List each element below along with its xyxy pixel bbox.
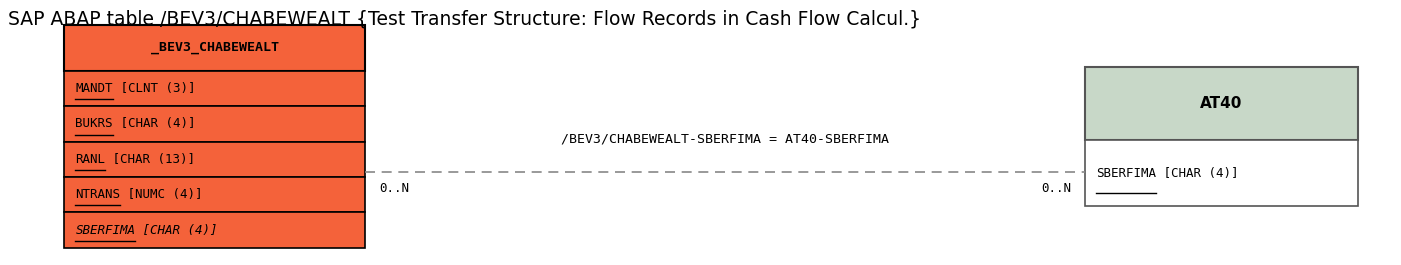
Text: SBERFIMA: SBERFIMA [1096, 167, 1156, 180]
Bar [64, 71, 364, 106]
Bar [64, 106, 364, 142]
Text: [NUMC (4)]: [NUMC (4)] [120, 188, 203, 201]
Text: [CHAR (4)]: [CHAR (4)] [1156, 167, 1238, 180]
Text: NTRANS: NTRANS [76, 188, 120, 201]
Bar [64, 25, 364, 71]
Bar [1084, 140, 1358, 206]
Text: [CHAR (4)]: [CHAR (4)] [113, 117, 195, 130]
Text: SAP ABAP table /BEV3/CHABEWEALT {Test Transfer Structure: Flow Records in Cash F: SAP ABAP table /BEV3/CHABEWEALT {Test Tr… [8, 9, 922, 28]
Text: _BEV3_CHABEWEALT: _BEV3_CHABEWEALT [151, 41, 279, 54]
Text: RANL: RANL [76, 153, 105, 166]
Bar [64, 213, 364, 248]
Text: [CHAR (4)]: [CHAR (4)] [136, 224, 219, 237]
Bar [1084, 67, 1358, 140]
Text: [CLNT (3)]: [CLNT (3)] [113, 82, 195, 95]
Text: BUKRS: BUKRS [76, 117, 113, 130]
Bar [64, 142, 364, 177]
Text: 0..N: 0..N [1041, 182, 1070, 195]
Text: MANDT: MANDT [76, 82, 113, 95]
Text: /BEV3/CHABEWEALT-SBERFIMA = AT40-SBERFIMA: /BEV3/CHABEWEALT-SBERFIMA = AT40-SBERFIM… [560, 132, 890, 145]
Text: [CHAR (13)]: [CHAR (13)] [105, 153, 195, 166]
Text: AT40: AT40 [1201, 96, 1243, 111]
Text: 0..N: 0..N [378, 182, 409, 195]
Bar [64, 177, 364, 213]
Text: SBERFIMA: SBERFIMA [76, 224, 136, 237]
